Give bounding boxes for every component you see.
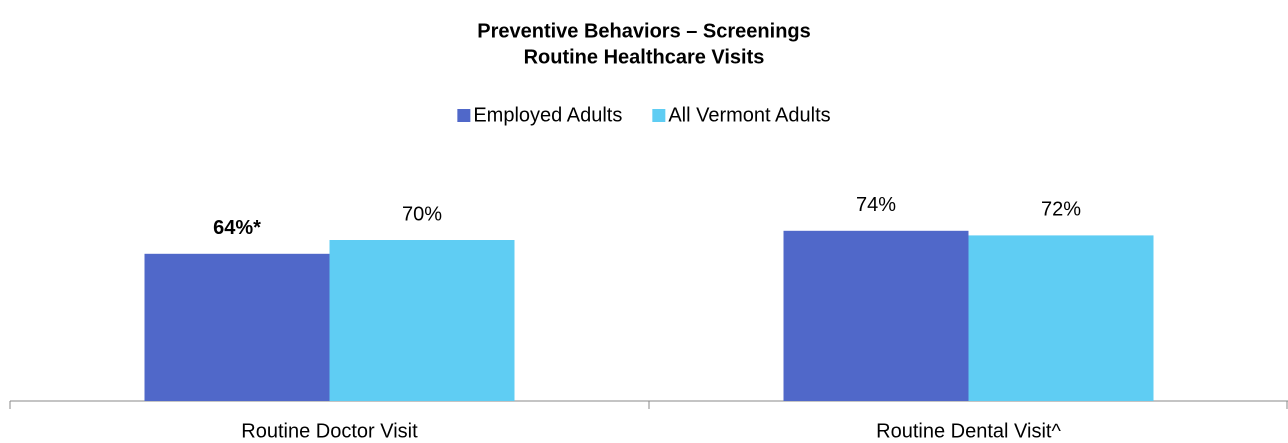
legend-label: All Vermont Adults — [668, 104, 830, 126]
chart-title: Preventive Behaviors – Screenings — [477, 20, 811, 42]
bar — [144, 253, 330, 401]
value-label: 64%* — [213, 217, 261, 239]
legend-label: Employed Adults — [473, 104, 622, 126]
chart-subtitle: Routine Healthcare Visits — [524, 46, 765, 68]
legend-swatch — [457, 109, 471, 122]
x-tick-label: Routine Dental Visit^ — [876, 420, 1061, 442]
bar — [329, 240, 515, 401]
value-label: 70% — [402, 203, 442, 225]
value-label: 74% — [856, 194, 896, 216]
legend-swatch — [652, 109, 666, 122]
x-tick-label: Routine Doctor Visit — [241, 420, 418, 442]
value-label: 72% — [1041, 199, 1081, 221]
bar — [968, 235, 1154, 401]
bar — [783, 230, 969, 401]
